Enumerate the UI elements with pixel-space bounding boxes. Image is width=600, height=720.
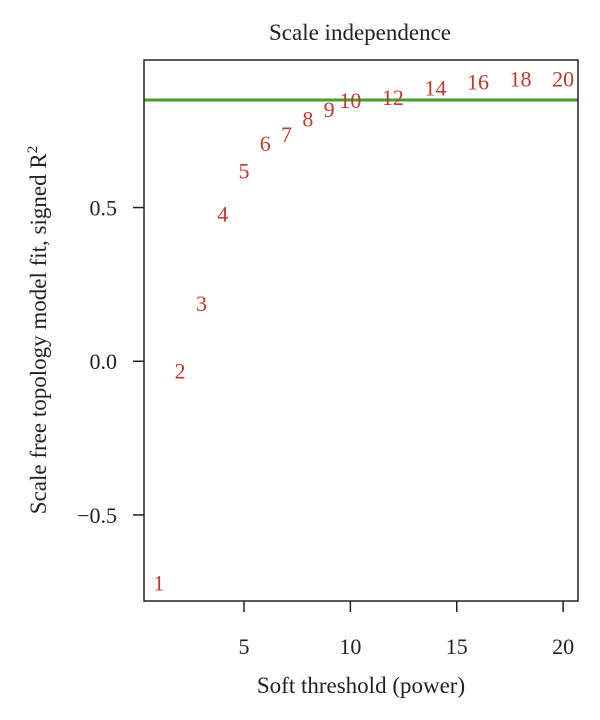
x-tick-label-20: 20 (552, 634, 574, 659)
point-label-12: 12 (382, 85, 404, 110)
y-tick-label-2: 0.5 (90, 196, 118, 221)
y-tick-label-0: −0.5 (77, 503, 117, 528)
point-label-18: 18 (510, 66, 532, 91)
point-label-14: 14 (424, 76, 446, 101)
point-label-3: 3 (196, 291, 207, 316)
point-label-4: 4 (217, 202, 228, 227)
point-label-20: 20 (552, 66, 574, 91)
y-axis-label: Scale free topology model fit, signed R2 (25, 146, 51, 514)
x-tick-label-5: 5 (238, 634, 249, 659)
chart-title: Scale independence (269, 20, 451, 45)
point-label-1: 1 (153, 571, 164, 596)
point-label-16: 16 (467, 70, 489, 95)
y-axis: −0.5 0.0 0.5 (77, 196, 144, 528)
point-label-9: 9 (324, 97, 335, 122)
y-tick-label-1: 0.0 (90, 349, 118, 374)
x-tick-label-15: 15 (446, 634, 468, 659)
point-label-6: 6 (260, 131, 271, 156)
x-axis-label: Soft threshold (power) (257, 673, 465, 698)
point-label-7: 7 (281, 122, 292, 147)
point-label-2: 2 (175, 358, 186, 383)
y-axis-label-main: Scale free topology model fit, signed R (26, 153, 51, 515)
y-axis-label-superscript: 2 (25, 146, 41, 154)
point-label-8: 8 (302, 106, 313, 131)
point-label-5: 5 (238, 159, 249, 184)
x-axis: 5 10 15 20 (238, 601, 574, 659)
point-label-10: 10 (339, 88, 361, 113)
plot-frame (143, 59, 579, 602)
x-tick-label-10: 10 (339, 634, 361, 659)
